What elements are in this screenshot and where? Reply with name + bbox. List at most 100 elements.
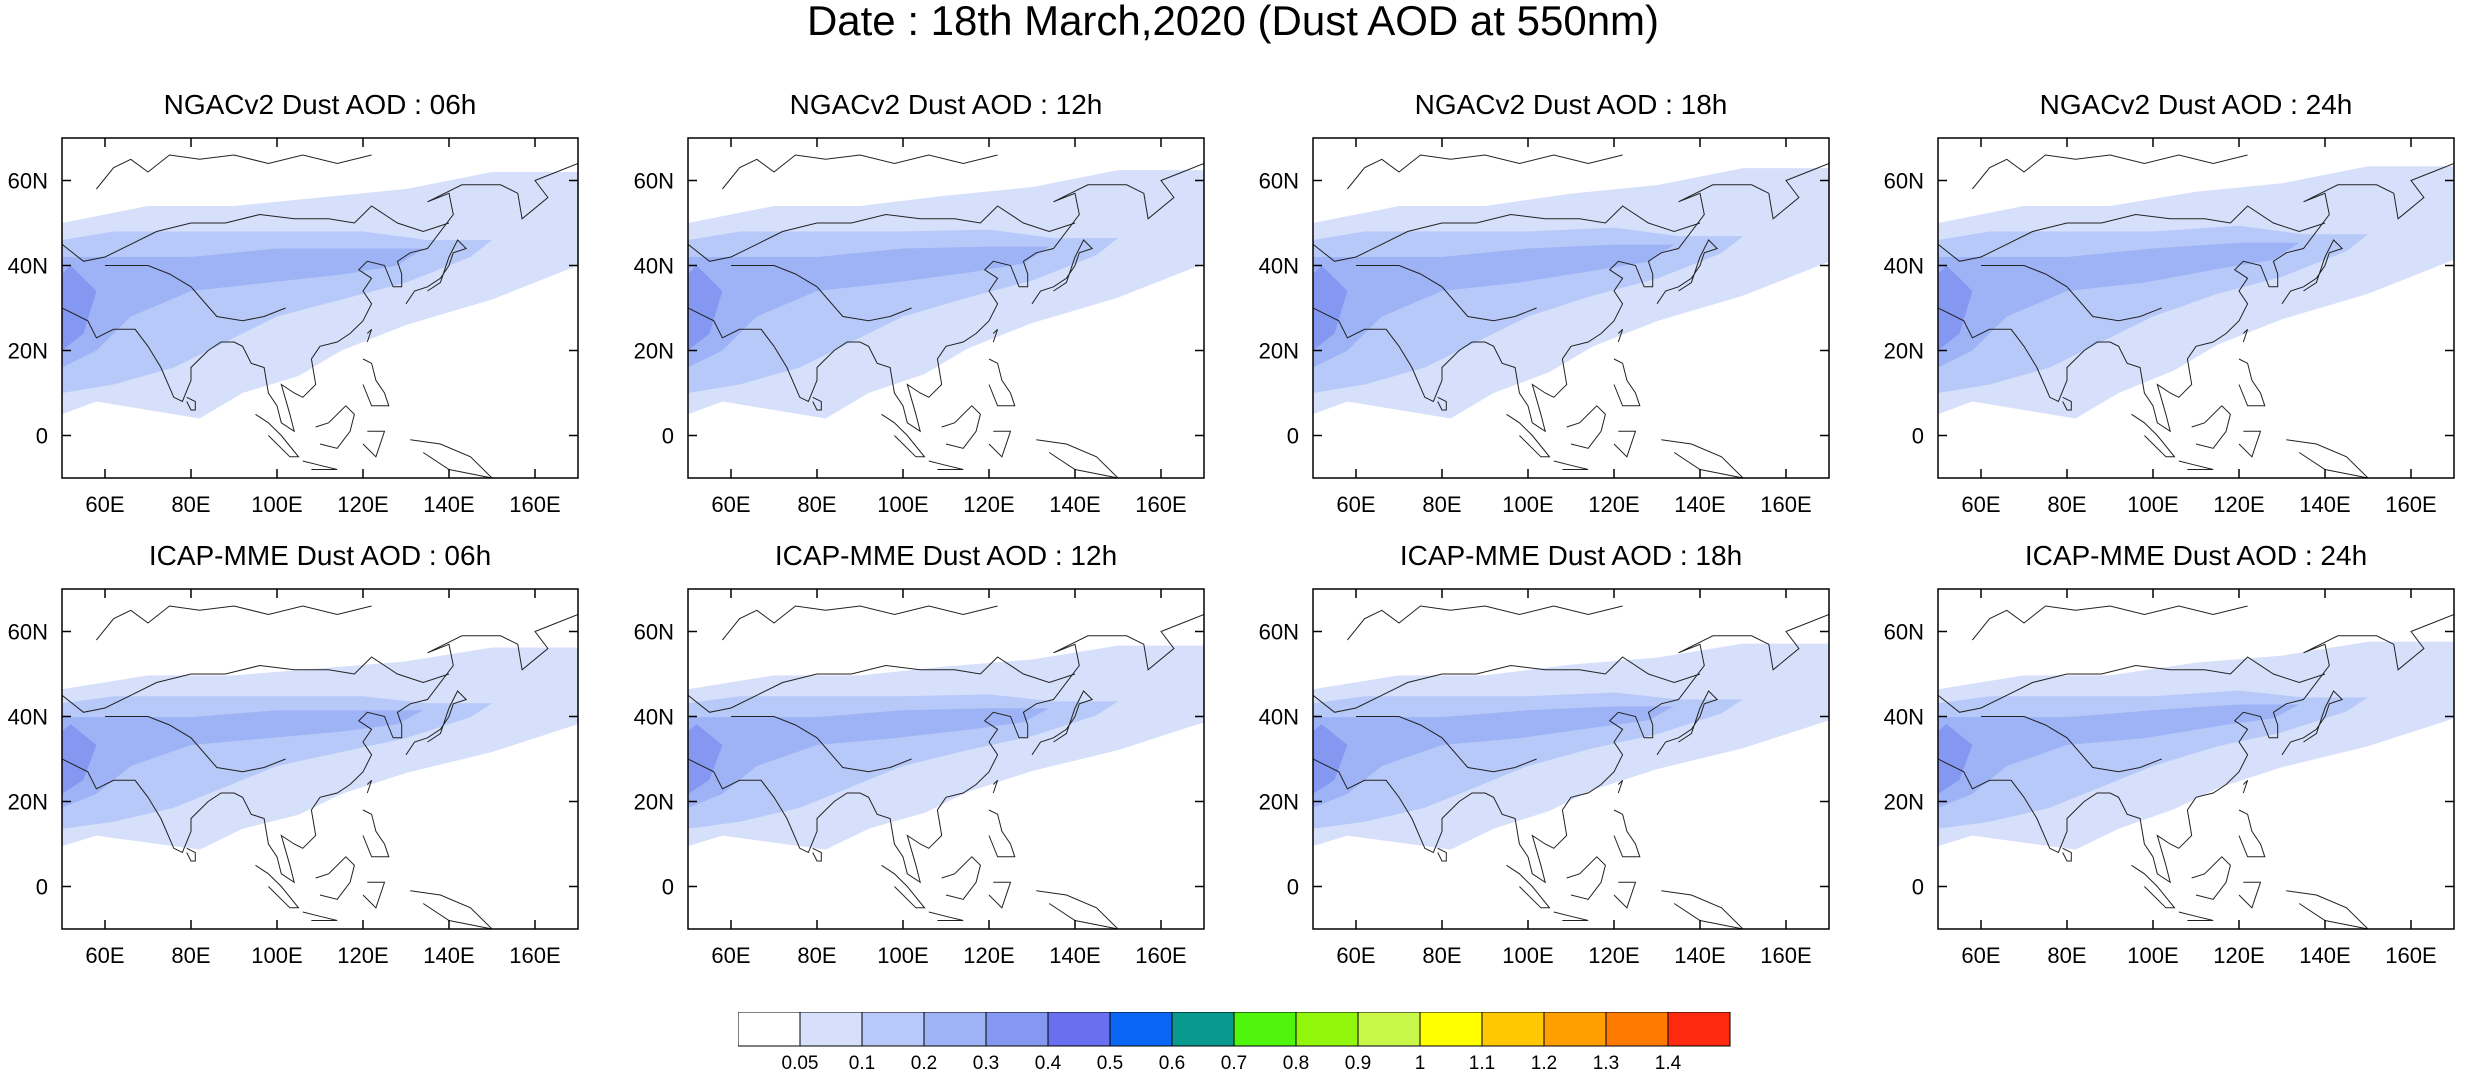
coastline: [1566, 405, 1606, 449]
colorbar-swatch: [799, 1011, 863, 1047]
colorbar-label: 0.5: [1097, 1053, 1123, 1071]
lat-tick-label: 20N: [1259, 339, 1299, 364]
lat-tick-label: 0: [1287, 424, 1299, 449]
colorbar-label: 0.05: [782, 1053, 819, 1071]
colorbar-swatch: [1295, 1011, 1359, 1047]
lon-tick-label: 100E: [2127, 492, 2178, 517]
map-svg: 60E 80E 100E 120E 140E 160E 0 20N 40N 60N: [1259, 137, 1830, 517]
lat-tick-label: 20N: [8, 790, 48, 815]
map-panel: ICAP-MME Dust AOD : 12h 60E 80E 100E 120E 140…: [626, 537, 1252, 987]
coastline: [255, 864, 300, 909]
coastline: [186, 396, 196, 411]
colorbar-swatch: [1419, 1011, 1483, 1047]
coastline: [1347, 605, 1623, 641]
coastline: [1617, 779, 1624, 794]
lon-tick-label: 60E: [85, 943, 124, 968]
coastline: [1656, 690, 1719, 756]
coastline: [2178, 460, 2214, 470]
lon-tick-label: 120E: [963, 492, 1014, 517]
colorbar-swatch: [861, 1011, 925, 1047]
coastline: [1313, 656, 1701, 713]
coastline: [1553, 460, 1589, 470]
map-svg: 60E 80E 100E 120E 140E 160E 0 20N 40N 60N: [1884, 588, 2455, 968]
lat-tick-label: 40N: [8, 254, 48, 279]
map-frame: [687, 137, 1205, 479]
dust-aod-field: [62, 724, 97, 794]
dust-aod-field: [1938, 704, 2300, 808]
dust-aod-field: [62, 265, 97, 351]
lon-tick-label: 100E: [1502, 492, 1553, 517]
coastline: [928, 911, 964, 921]
coastline: [1613, 809, 1641, 858]
lon-tick-label: 60E: [711, 943, 750, 968]
map-panel: NGACv2 Dust AOD : 18h 60E 80E 100E 120E 140E 1…: [1251, 86, 1877, 536]
map-panel: ICAP-MME Dust AOD : 18h 60E 80E 100E 120E 140…: [1251, 537, 1877, 987]
colorbar-label: 0.4: [1035, 1053, 1062, 1071]
lon-tick-label: 100E: [251, 943, 302, 968]
map-frame: [687, 588, 1205, 930]
lat-tick-label: 20N: [1884, 339, 1924, 364]
colorbar-svg: 0.05 0.1 0.2 0.3 0.4 0.5 0.6 0.7 0.8 0.9 1 1.1 1.2 1.…: [737, 1011, 1731, 1074]
lon-tick-label: 100E: [251, 492, 302, 517]
lon-tick-label: 160E: [1760, 492, 1811, 517]
coastline: [2178, 911, 2214, 921]
coastline: [2242, 779, 2249, 794]
dust-aod-field: [62, 248, 424, 368]
panel-title: NGACv2 Dust AOD : 18h: [1414, 89, 1728, 120]
map-svg: 60E 80E 100E 120E 140E 160E 0 20N 40N 60N: [634, 137, 1205, 517]
lat-tick-label: 20N: [8, 339, 48, 364]
lon-tick-label: 80E: [1422, 943, 1461, 968]
coastline: [1313, 614, 1829, 884]
coastline: [812, 396, 822, 411]
dust-aod-field: [688, 265, 723, 351]
colorbar-label: 0.1: [849, 1053, 875, 1071]
lat-tick-label: 60N: [1259, 169, 1299, 194]
lon-tick-label: 100E: [877, 492, 928, 517]
map-svg: 60E 80E 100E 120E 140E 160E 0 20N 40N 60N: [1259, 588, 1830, 968]
coastline: [941, 856, 981, 900]
lon-tick-label: 140E: [1674, 492, 1725, 517]
colorbar-label: 0.2: [911, 1053, 937, 1071]
coastline: [96, 154, 372, 190]
map-panel: NGACv2 Dust AOD : 24h 60E 80E 100E 120E 140E 1…: [1876, 86, 2466, 536]
lat-tick-label: 40N: [634, 705, 674, 730]
colorbar-swatch: [985, 1011, 1049, 1047]
coastline: [992, 328, 999, 343]
dust-aod-field: [1313, 724, 1348, 794]
coastline: [1313, 205, 1701, 262]
lon-tick-label: 140E: [2299, 943, 2350, 968]
colorbar-label: 0.6: [1159, 1053, 1185, 1071]
lon-tick-label: 160E: [2385, 492, 2436, 517]
coastline: [1356, 265, 1537, 322]
lon-tick-label: 60E: [711, 492, 750, 517]
colorbar-swatch: [923, 1011, 987, 1047]
lon-tick-label: 120E: [2213, 492, 2264, 517]
coastline: [2191, 405, 2231, 449]
coastline: [941, 405, 981, 449]
coastline: [988, 358, 1016, 407]
dust-aod-field: [62, 710, 424, 808]
lon-tick-label: 80E: [2047, 492, 2086, 517]
map-svg: 60E 80E 100E 120E 140E 160E 0 20N 40N 60N: [634, 588, 1205, 968]
lon-tick-label: 160E: [1135, 943, 1186, 968]
colorbar-label: 0.7: [1221, 1053, 1247, 1071]
coastline: [1437, 847, 1447, 862]
coastline: [366, 328, 373, 343]
lat-tick-label: 0: [1287, 875, 1299, 900]
coastline: [2281, 690, 2344, 756]
coastline: [2281, 239, 2344, 305]
coastline: [1613, 430, 1637, 458]
lon-tick-label: 160E: [509, 492, 560, 517]
coastline: [731, 265, 912, 322]
coastline: [988, 430, 1012, 458]
lat-tick-label: 0: [1912, 424, 1924, 449]
lon-tick-label: 80E: [2047, 943, 2086, 968]
coastline: [1656, 239, 1719, 305]
lon-tick-label: 60E: [1336, 943, 1375, 968]
panel-title: NGACv2 Dust AOD : 12h: [789, 89, 1103, 120]
coastline: [62, 163, 578, 433]
lon-tick-label: 80E: [797, 492, 836, 517]
map-svg: 60E 80E 100E 120E 140E 160E 0 20N 40N 60N: [8, 137, 579, 517]
lon-tick-label: 60E: [85, 492, 124, 517]
lat-tick-label: 60N: [634, 620, 674, 645]
